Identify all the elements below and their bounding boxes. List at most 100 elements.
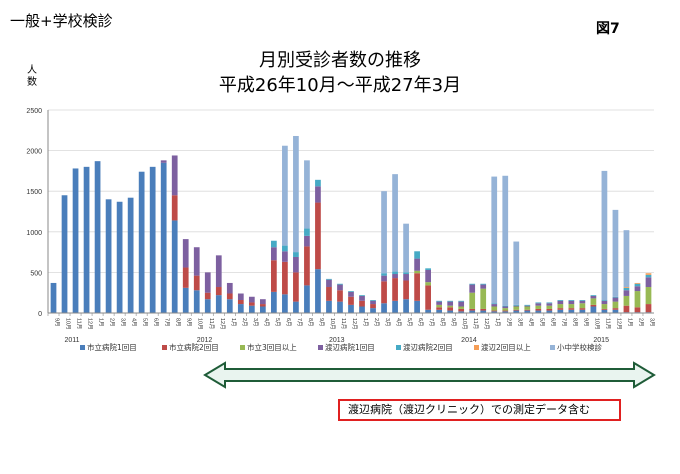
bar-segment (304, 228, 310, 236)
bar-segment (535, 308, 542, 311)
bar-segment (623, 305, 630, 313)
bar-segment (293, 256, 299, 273)
header-label: 一般+学校検診 (10, 12, 113, 30)
bar-segment (623, 230, 630, 288)
bar-segment (458, 306, 465, 309)
x-tick-label: 10月 (329, 318, 336, 330)
bar-segment (237, 293, 244, 301)
y-tick-label: 500 (30, 270, 42, 277)
bar-segment (447, 300, 454, 302)
x-tick-label: 11月 (208, 318, 215, 329)
x-tick-label: 2月 (373, 318, 380, 327)
bar-segment (381, 275, 387, 282)
bar-segment (436, 301, 443, 305)
bar-segment (293, 272, 299, 302)
x-tick-label: 9月 (450, 318, 457, 327)
x-tick-label: 1月 (98, 318, 105, 327)
bar-segment (590, 306, 597, 313)
bar-segment (513, 306, 520, 310)
bar-segment (590, 298, 597, 305)
x-tick-label: 4月 (395, 318, 402, 327)
x-tick-label: 10月 (461, 318, 468, 330)
bar-segment (116, 201, 123, 313)
bar-segment (469, 308, 476, 311)
bar-segment (502, 308, 509, 311)
legend-label: 小中学校検診 (557, 342, 602, 352)
x-tick-label: 4月 (527, 318, 534, 327)
bar-segment (348, 291, 354, 292)
bar-segment (282, 245, 288, 252)
bar-segment (337, 301, 343, 313)
bar-segment (326, 279, 332, 288)
bar-segment (315, 202, 321, 270)
bar-segment (326, 278, 332, 280)
legend-swatch (474, 345, 479, 350)
x-tick-label: 11月 (604, 318, 611, 329)
bar-segment (315, 179, 321, 187)
bar-segment (215, 295, 222, 313)
bar-segment (425, 282, 431, 286)
year-label: 2012 (197, 337, 213, 344)
bar-segment (502, 305, 509, 307)
x-tick-label: 4月 (263, 318, 270, 327)
bar-segment (491, 310, 498, 312)
bar-segment (271, 291, 277, 313)
legend-swatch (396, 345, 401, 350)
bar-segment (425, 285, 431, 310)
bar-segment (215, 287, 222, 296)
x-tick-label: 8月 (439, 318, 446, 327)
bar-segment (304, 160, 310, 229)
bar-segment (248, 305, 255, 313)
bar-segment (204, 299, 211, 313)
bar-segment (193, 275, 200, 291)
bar-segment (458, 308, 465, 312)
bar-segment (568, 309, 575, 313)
legend-swatch (550, 345, 555, 350)
bar-segment (50, 282, 57, 313)
year-label: 2015 (593, 337, 609, 344)
bar-segment (557, 300, 564, 301)
bar-segment (304, 235, 310, 247)
bar-segment (425, 269, 431, 283)
bar-segment (348, 291, 354, 297)
note-box: 渡辺病院（渡辺クリニック）での測定データ含む (338, 399, 621, 421)
bar-segment (568, 300, 575, 301)
x-tick-label: 7月 (560, 318, 567, 327)
bar-segment (612, 308, 619, 310)
bar-segment (403, 299, 409, 313)
bar-segment (193, 290, 200, 313)
x-tick-label: 9月 (318, 318, 325, 327)
legend-label: 市立病院1回目 (87, 342, 137, 352)
bar-segment (469, 284, 476, 293)
bar-segment (403, 223, 409, 273)
x-tick-label: 7月 (428, 318, 435, 327)
bar-segment (458, 301, 465, 307)
x-tick-label: 1月 (494, 318, 501, 327)
bar-segment (513, 310, 520, 313)
bar-segment (436, 304, 443, 308)
bar-segment (61, 195, 68, 313)
bar-segment (436, 300, 443, 302)
bar-segment (612, 209, 619, 297)
bar-segment (337, 290, 343, 302)
bar-segment (160, 162, 167, 313)
bar-segment (645, 304, 652, 313)
bar-segment (215, 255, 222, 288)
bar-segment (590, 304, 597, 307)
x-tick-label: 3月 (516, 318, 523, 327)
bar-segment (579, 300, 586, 304)
bar-segment (171, 220, 178, 313)
bar-segment (105, 199, 112, 313)
bar-segment (381, 273, 387, 276)
bar-segment (623, 290, 630, 296)
bar-segment (480, 283, 487, 285)
bar-segment (304, 246, 310, 286)
bar-segment (502, 311, 509, 313)
bar-segment (72, 168, 79, 313)
bar-segment (546, 308, 553, 311)
bar-segment (204, 292, 211, 300)
year-label: 2013 (329, 337, 345, 344)
bar-segment (623, 287, 630, 291)
bar-segment (634, 286, 641, 292)
